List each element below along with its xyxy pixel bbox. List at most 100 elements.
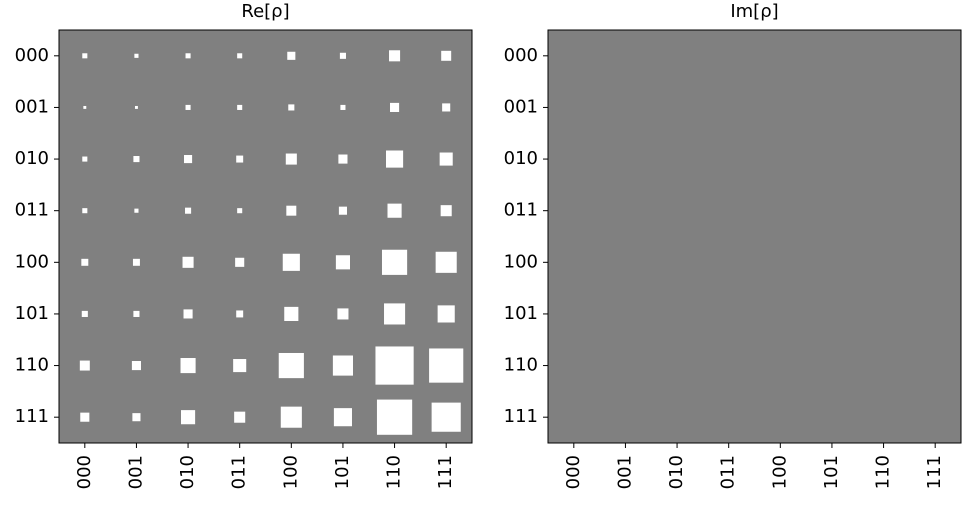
cell-square: [387, 203, 402, 218]
cell-square: [440, 205, 452, 217]
cell-square: [340, 104, 346, 110]
cell-square: [285, 153, 297, 165]
cell-square: [183, 309, 193, 319]
cell-square: [429, 348, 464, 383]
cell-square: [80, 412, 90, 422]
x-tick-label: 101: [332, 455, 353, 489]
y-tick-label: 101: [15, 303, 49, 324]
x-tick-label: 111: [435, 455, 456, 489]
cell-square: [132, 413, 141, 422]
cell-square: [134, 208, 139, 213]
cell-square: [384, 303, 406, 325]
cell-square: [234, 411, 246, 423]
cell-square: [338, 154, 348, 164]
cell-square: [237, 104, 243, 110]
cell-square: [132, 258, 140, 266]
x-tick-label: 101: [821, 455, 842, 489]
x-tick-label: 001: [614, 455, 635, 489]
cell-square: [134, 105, 138, 109]
cell-square: [435, 251, 457, 273]
cell-square: [79, 360, 90, 371]
y-tick-label: 100: [15, 251, 49, 272]
cell-square: [439, 152, 453, 166]
cell-square: [233, 359, 247, 373]
cell-square: [390, 102, 400, 112]
cell-square: [385, 150, 404, 168]
x-tick-label: 111: [924, 455, 945, 489]
chart-title: Im[ρ]: [730, 1, 778, 22]
cell-square: [389, 50, 401, 62]
cell-square: [375, 346, 414, 385]
y-tick-label: 000: [504, 45, 538, 66]
cell-square: [81, 258, 89, 266]
cell-square: [284, 306, 299, 322]
cell-square: [236, 310, 244, 318]
x-tick-label: 000: [74, 455, 95, 489]
x-tick-label: 001: [125, 455, 146, 489]
cell-square: [288, 104, 295, 111]
cell-square: [185, 53, 191, 59]
y-tick-label: 100: [504, 251, 538, 272]
y-tick-label: 011: [15, 200, 49, 221]
cell-square: [441, 50, 452, 61]
y-tick-label: 110: [15, 355, 49, 376]
cell-square: [280, 406, 302, 428]
y-tick-label: 110: [504, 355, 538, 376]
cell-square: [339, 52, 346, 59]
x-tick-label: 000: [563, 455, 584, 489]
cell-square: [338, 206, 347, 215]
cell-square: [278, 352, 304, 379]
cell-square: [335, 255, 351, 270]
x-tick-label: 100: [769, 455, 790, 489]
cell-square: [376, 399, 413, 435]
cell-square: [332, 355, 353, 376]
x-tick-label: 010: [666, 455, 687, 489]
cell-square: [134, 53, 139, 58]
y-tick-label: 111: [15, 406, 49, 427]
cell-square: [286, 205, 297, 216]
y-tick-label: 000: [15, 45, 49, 66]
cell-square: [431, 402, 461, 432]
cell-square: [131, 361, 141, 371]
cell-square: [182, 256, 194, 268]
y-tick-label: 010: [504, 148, 538, 169]
cell-square: [185, 104, 191, 110]
y-tick-label: 001: [15, 96, 49, 117]
cell-square: [236, 155, 244, 163]
cell-square: [82, 208, 88, 214]
cell-square: [237, 53, 243, 59]
x-tick-label: 011: [229, 455, 250, 489]
cell-square: [83, 105, 87, 109]
y-tick-label: 111: [504, 406, 538, 427]
cell-square: [337, 308, 349, 320]
cell-square: [237, 208, 243, 214]
y-tick-label: 001: [504, 96, 538, 117]
cell-square: [437, 305, 455, 323]
y-tick-label: 011: [504, 200, 538, 221]
y-tick-label: 010: [15, 148, 49, 169]
x-tick-label: 010: [177, 455, 198, 489]
cell-square: [133, 156, 140, 163]
cell-square: [81, 310, 88, 317]
cell-square: [133, 310, 140, 317]
y-tick-label: 101: [504, 303, 538, 324]
cell-square: [442, 103, 451, 112]
cell-square: [180, 410, 196, 425]
cell-square: [381, 249, 408, 275]
plot-background: [547, 29, 962, 444]
cell-square: [184, 155, 193, 164]
cell-square: [287, 51, 296, 60]
cell-square: [235, 257, 245, 267]
cell-square: [180, 358, 196, 374]
x-tick-label: 100: [280, 455, 301, 489]
cell-square: [185, 207, 192, 214]
x-tick-label: 110: [384, 455, 405, 489]
cell-square: [282, 253, 300, 271]
x-tick-label: 110: [873, 455, 894, 489]
cell-square: [333, 408, 352, 427]
cell-square: [82, 53, 88, 59]
cell-square: [82, 156, 88, 162]
x-tick-label: 011: [718, 455, 739, 489]
